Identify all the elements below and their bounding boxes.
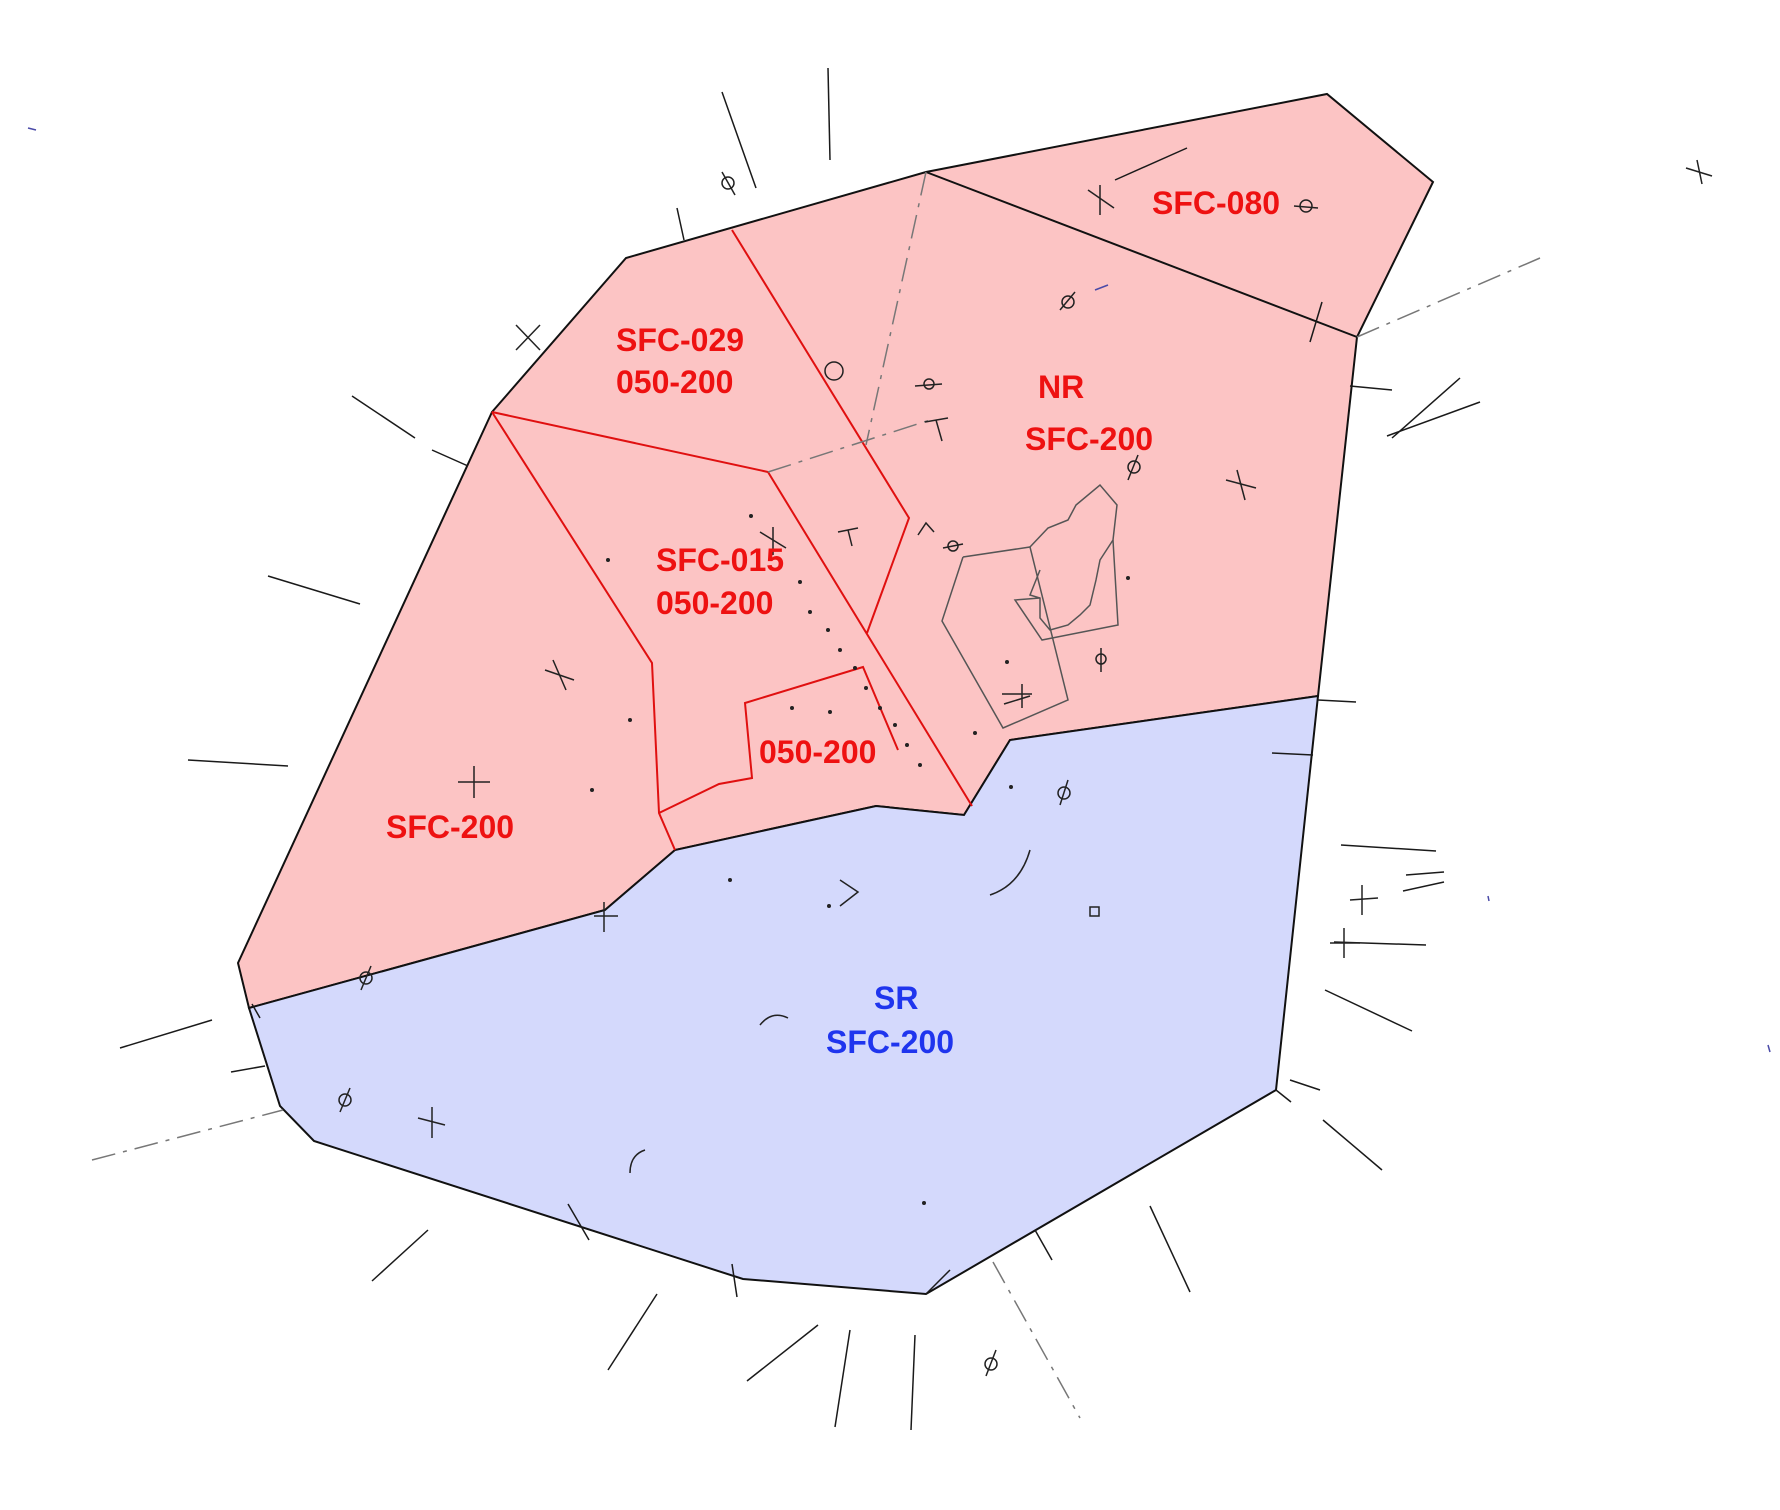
label-sfc-015-alt: 050-200 — [656, 585, 773, 621]
arc-mark — [839, 879, 860, 907]
arc-mark — [759, 1014, 789, 1026]
spot-elevations — [590, 514, 1130, 1205]
arc-mark — [917, 521, 935, 536]
airspace-labels: SFC-080 SFC-029 050-200 NR SFC-200 SFC-0… — [386, 185, 1280, 1060]
obstacle-cross-icon — [417, 159, 1713, 1138]
label-sfc-029-alt: 050-200 — [616, 364, 733, 400]
arc-mark — [629, 1149, 646, 1174]
obstruction-circle-icon — [338, 171, 1319, 1377]
label-nr-alt: SFC-200 — [1025, 421, 1153, 457]
label-inner-alt: 050-200 — [759, 734, 876, 770]
edge-marks — [27, 127, 1771, 1053]
arc-mark — [989, 849, 1031, 896]
label-sr: SR — [874, 980, 918, 1016]
tower-mark-icon — [837, 417, 1031, 705]
navaid-symbols — [338, 159, 1713, 1377]
label-sfc-080: SFC-080 — [1152, 185, 1280, 221]
label-sr-alt: SFC-200 — [826, 1024, 954, 1060]
dashdot-lines — [91, 171, 1541, 1419]
label-nr: NR — [1038, 369, 1084, 405]
label-sfc-015: SFC-015 — [656, 542, 784, 578]
label-sfc-029: SFC-029 — [616, 322, 744, 358]
label-west: SFC-200 — [386, 809, 514, 845]
sfc-080-boundary — [925, 171, 1358, 338]
terrain-outline — [941, 483, 1119, 729]
